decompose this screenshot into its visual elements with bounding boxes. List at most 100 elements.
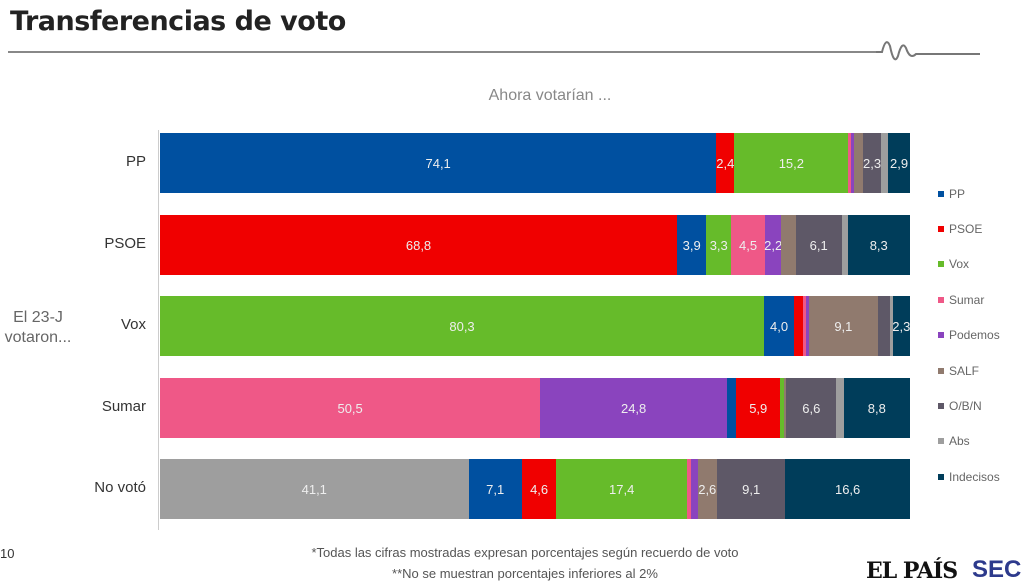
bar-segment-salf — [854, 133, 864, 193]
bar-segment-vox: 17,4 — [556, 459, 687, 519]
data-label: 68,8 — [405, 237, 432, 253]
bar-segment-vox: 15,2 — [734, 133, 849, 193]
bar-row: 50,5 24,8 5,9 6,6 8,8 — [160, 378, 910, 438]
bar-segment-salf: 9,1 — [809, 296, 878, 356]
bar-segment-pp — [727, 378, 737, 438]
category-label: Sumar — [101, 398, 146, 415]
bar-segment-psoe — [794, 296, 804, 356]
legend-item: Sumar — [938, 282, 1000, 317]
bar-segment-podemos — [690, 459, 698, 519]
bar-segment-podemos: 2,2 — [764, 215, 783, 275]
data-label: 74,1 — [425, 155, 451, 171]
data-label: 8,3 — [869, 237, 888, 253]
bar-segment-psoe: 5,9 — [736, 378, 781, 438]
data-label: 4,6 — [530, 481, 549, 497]
data-label: 4,0 — [770, 318, 789, 334]
data-label: 4,5 — [738, 237, 758, 253]
bar-segment-abs — [890, 296, 893, 356]
legend-item: Indecisos — [938, 459, 1000, 494]
data-label: 9,1 — [742, 481, 761, 497]
legend-item: PP — [938, 176, 1000, 211]
bar-segment-pp: 74,1 — [160, 133, 717, 193]
bar-segment-sumar: 4,5 — [731, 215, 765, 275]
bar-segment-indecisos: 2,3 — [892, 296, 911, 356]
data-label: 16,6 — [834, 481, 861, 497]
bar-row: 41,1 7,1 4,6 17,4 2,6 9,1 16,6 — [160, 459, 910, 519]
bar-row: 74,1 2,4 15,2 2,3 2,9 — [160, 133, 910, 193]
bar-segment-salf: 2,6 — [697, 459, 718, 519]
bar-segment-indecisos: 8,8 — [843, 378, 910, 438]
bar-segment-abs — [841, 215, 848, 275]
bar-segment-salf — [784, 378, 787, 438]
bar-segment-podemos — [806, 296, 810, 356]
y-axis-line — [158, 130, 159, 530]
data-label: 2,6 — [698, 481, 717, 497]
bar-segment-pp: 4,0 — [764, 296, 795, 356]
el-pais-logo: EL PAÍS — [866, 558, 958, 584]
footnote-1: *Todas las cifras mostradas expresan por… — [311, 545, 739, 560]
legend-label: Abs — [949, 434, 970, 449]
title-rule — [8, 51, 878, 53]
data-label: 17,4 — [609, 481, 635, 497]
bar-segment-abs — [836, 378, 844, 438]
bar-segment-podemos — [850, 133, 855, 193]
bar-segment-vox: 3,3 — [706, 215, 732, 275]
data-label: 8,8 — [867, 400, 886, 416]
y-axis-label: El 23-J votaron... — [4, 309, 72, 346]
bar-segment-obn — [877, 296, 891, 356]
legend-swatch — [938, 226, 944, 233]
legend-item: SALF — [938, 353, 1000, 388]
legend-item: Vox — [938, 247, 1000, 282]
data-label: 2,2 — [764, 237, 783, 253]
legend-swatch — [938, 296, 944, 303]
legend-swatch — [938, 332, 944, 339]
bar-segment-psoe: 2,4 — [716, 133, 734, 193]
legend-swatch — [938, 367, 944, 374]
bar-segment-psoe: 4,6 — [521, 459, 557, 519]
category-label: PP — [125, 153, 146, 170]
bar-segment-indecisos: 16,6 — [785, 459, 910, 519]
legend: PP PSOE Vox Sumar Podemos SALF O/B/N Abs Indecis… — [938, 176, 1000, 495]
data-label: 3,3 — [709, 237, 728, 253]
bar-segment-obn: 6,6 — [786, 378, 837, 438]
chart-title: Ahora votarían ... — [488, 87, 612, 104]
legend-swatch — [938, 438, 944, 445]
bar-segment-salf — [781, 215, 796, 275]
data-label: 6,6 — [802, 400, 821, 416]
legend-label: Podemos — [949, 328, 1000, 343]
bar-segment-sumar — [803, 296, 807, 356]
data-label: 3,9 — [682, 237, 701, 253]
data-label: 24,8 — [620, 400, 647, 416]
bar-segment-sumar: 50,5 — [160, 378, 541, 438]
data-label: 80,3 — [449, 318, 475, 334]
legend-label: PSOE — [949, 222, 983, 237]
bar-segment-indecisos: 8,3 — [847, 215, 910, 275]
legend-label: O/B/N — [949, 399, 982, 414]
legend-label: Vox — [949, 257, 970, 272]
bar-segment-podemos: 24,8 — [540, 378, 727, 438]
bar-segment-abs: 41,1 — [160, 459, 469, 519]
bar-segment-obn: 2,3 — [863, 133, 881, 193]
bar-segment-sumar — [687, 459, 691, 519]
category-label: No votó — [94, 479, 146, 496]
data-label: 41,1 — [301, 481, 327, 497]
legend-label: SALF — [949, 363, 980, 378]
bar-segment-psoe: 68,8 — [160, 215, 678, 275]
legend-label: Sumar — [949, 292, 985, 307]
legend-label: PP — [949, 186, 966, 201]
data-label: 2,9 — [890, 155, 909, 171]
bar-row: 68,8 3,9 3,3 4,5 2,2 6,1 8,3 — [160, 215, 910, 275]
wave-decoration-icon — [876, 41, 980, 61]
bar-segment-vox: 80,3 — [160, 296, 765, 356]
legend-item: Podemos — [938, 318, 1000, 353]
bar-segment-abs — [880, 133, 889, 193]
legend-item: O/B/N — [938, 388, 1000, 423]
legend-item: PSOE — [938, 211, 1000, 246]
legend-label: Indecisos — [949, 469, 1000, 484]
legend-swatch — [938, 473, 944, 480]
data-label: 2,3 — [892, 318, 911, 334]
bar-segment-vox — [780, 378, 785, 438]
legend-item: Abs — [938, 424, 1000, 459]
data-label: 5,9 — [749, 400, 768, 416]
category-label: Vox — [120, 316, 146, 333]
